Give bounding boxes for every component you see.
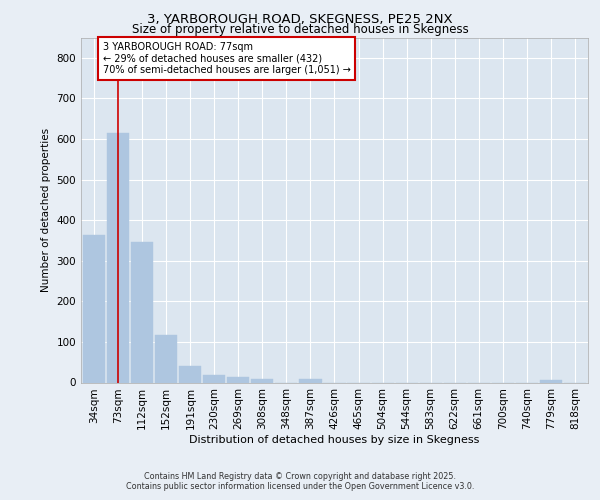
Text: Contains public sector information licensed under the Open Government Licence v3: Contains public sector information licen… (126, 482, 474, 491)
Bar (251, 379, 274, 382)
Bar (155, 336, 178, 382)
Y-axis label: Number of detached properties: Number of detached properties (41, 128, 51, 292)
Bar (131, 242, 154, 382)
Text: Size of property relative to detached houses in Skegness: Size of property relative to detached ho… (131, 22, 469, 36)
Text: Contains HM Land Registry data © Crown copyright and database right 2025.: Contains HM Land Registry data © Crown c… (144, 472, 456, 481)
Text: 3, YARBOROUGH ROAD, SKEGNESS, PE25 2NX: 3, YARBOROUGH ROAD, SKEGNESS, PE25 2NX (147, 12, 453, 26)
X-axis label: Distribution of detached houses by size in Skegness: Distribution of detached houses by size … (190, 435, 479, 445)
Bar (107, 134, 129, 382)
Text: 3 YARBOROUGH ROAD: 77sqm
← 29% of detached houses are smaller (432)
70% of semi-: 3 YARBOROUGH ROAD: 77sqm ← 29% of detach… (103, 42, 350, 75)
Bar (203, 375, 226, 382)
Bar (179, 366, 202, 382)
Bar (83, 235, 105, 382)
Bar (299, 380, 322, 382)
Bar (227, 377, 250, 382)
Bar (540, 380, 562, 382)
